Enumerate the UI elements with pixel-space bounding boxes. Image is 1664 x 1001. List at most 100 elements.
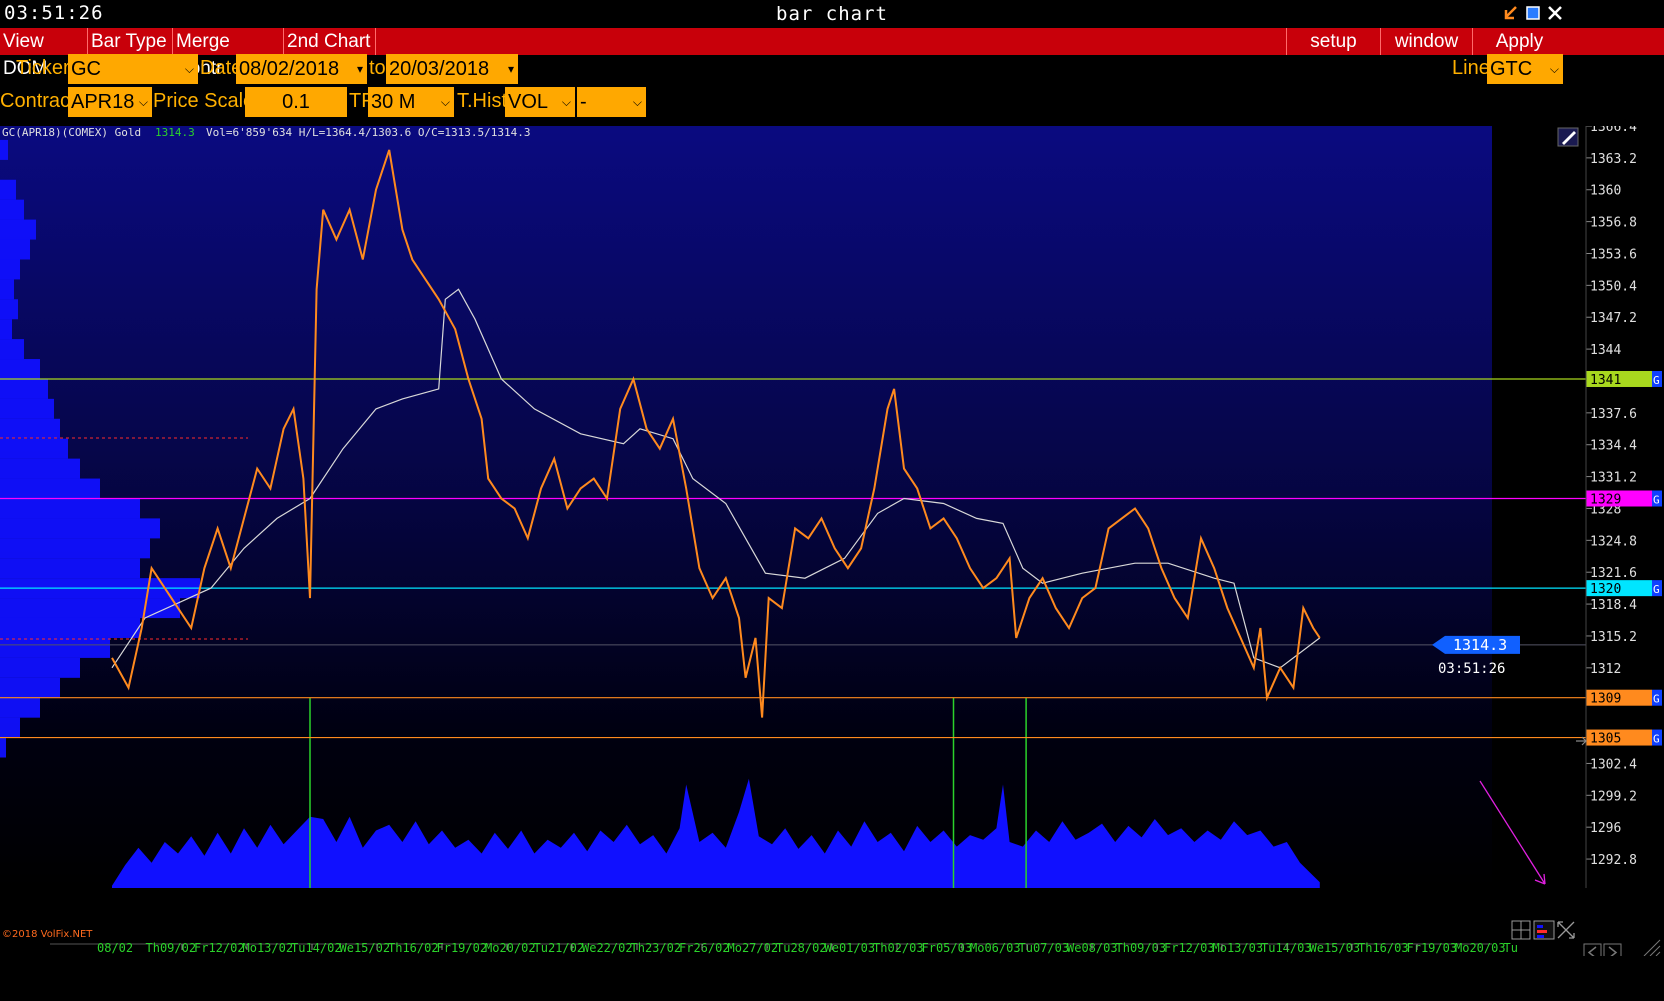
time-axis: 08/02 Th09/02Fr12/02Mo13/02Tu14/02We15/02… xyxy=(50,941,1518,955)
bar-type-button[interactable]: Bar Type xyxy=(88,28,173,55)
edit-pencil-icon[interactable] xyxy=(1557,127,1579,147)
thist-label: T.Hist xyxy=(457,90,507,112)
x-date-label: Fr19/02 xyxy=(437,941,488,955)
merge-contracts-button[interactable]: Merge Contr xyxy=(173,28,284,79)
y-tick-label: 1350.4 xyxy=(1590,279,1637,294)
maximize-icon[interactable] xyxy=(1524,4,1542,22)
grid-layout-icon[interactable] xyxy=(1511,920,1531,940)
scroll-right-icon[interactable] xyxy=(1603,943,1622,956)
thist-value: VOL xyxy=(508,91,549,113)
menu-bar: View DOM Bar Type Merge Contr 2nd Chart … xyxy=(0,28,1664,79)
profile-bar xyxy=(0,498,140,519)
cursor-arrow-icon xyxy=(1576,736,1587,746)
profile-bar xyxy=(0,398,54,419)
level-tag-flag-label: G xyxy=(1653,374,1660,387)
window-title: bar chart xyxy=(776,3,888,25)
window-button[interactable]: window xyxy=(1380,28,1472,55)
level-tag-flag-label: G xyxy=(1653,494,1660,507)
line-select[interactable]: GTC ⌵ xyxy=(1487,54,1563,84)
window-clock: 03:51:26 xyxy=(4,2,104,24)
profile-bar xyxy=(0,299,18,320)
profile-bar xyxy=(0,199,24,220)
profile-bar xyxy=(0,677,60,698)
x-date-label: Th16/03 xyxy=(1358,941,1409,955)
tf-label: TF xyxy=(349,90,374,112)
y-tick-label: 1356.8 xyxy=(1590,216,1637,231)
arrow-annotation xyxy=(1479,780,1546,885)
level-tag-label: 1305 xyxy=(1590,732,1621,747)
x-date-label: Mo06/03 xyxy=(970,941,1021,955)
level-tags[interactable]: 1341 G 1329 G 1320 G 1309 G 1305 G xyxy=(1586,370,1662,747)
chart-info-prefix: GC(APR18)(COMEX) Gold xyxy=(2,126,141,139)
line-label: Line xyxy=(1452,57,1490,79)
y-tick-label: 1302.4 xyxy=(1590,757,1637,772)
chart-info-stats: Vol=6'859'634 H/L=1364.4/1303.6 O/C=1313… xyxy=(206,126,531,139)
profile-bar xyxy=(0,179,16,200)
profile-bar xyxy=(0,239,30,260)
thist-select[interactable]: VOL ⌵ xyxy=(505,87,575,117)
x-date-label: We15/02 xyxy=(340,941,391,955)
volume-histogram xyxy=(112,698,1320,888)
plot-area xyxy=(0,126,1492,888)
y-tick-label: 1344 xyxy=(1590,343,1621,358)
level-tag-flag xyxy=(1652,490,1662,507)
price-scale-input[interactable]: 0.1 xyxy=(245,87,347,117)
profile-bar xyxy=(0,219,36,240)
to-label: to xyxy=(369,57,386,79)
second-chart-button[interactable]: 2nd Chart xyxy=(284,28,376,55)
profile-bar xyxy=(0,697,40,718)
fullscreen-icon[interactable] xyxy=(1557,921,1575,939)
ticker-select[interactable]: GC ⌵ xyxy=(68,54,198,84)
profile-bar xyxy=(0,478,100,499)
y-tick-label: 1292.8 xyxy=(1590,853,1637,868)
x-date-label: Th09/03 xyxy=(1116,941,1167,955)
x-date-label: Mo20/03 xyxy=(1455,941,1506,955)
resize-grip-icon[interactable] xyxy=(1643,939,1661,956)
last-price-tag: 1314.3 xyxy=(1432,635,1520,654)
x-date-label: Fr19/03 xyxy=(1407,941,1458,955)
level-tag-flag-label: G xyxy=(1653,733,1660,746)
level-lines[interactable] xyxy=(0,378,1586,739)
contract-select[interactable]: APR18 ⌵ xyxy=(68,87,152,117)
y-tick-label: 1318.4 xyxy=(1590,598,1637,613)
apply-button[interactable]: Apply xyxy=(1472,28,1566,55)
y-tick-label: 1312 xyxy=(1590,662,1621,677)
indicator-icon[interactable] xyxy=(1533,920,1555,940)
chart-info-last: 1314.3 xyxy=(155,126,195,139)
y-tick-label: 1296 xyxy=(1590,821,1621,836)
profile-bar xyxy=(0,458,80,479)
date-from-input[interactable]: 08/02/2018 ▾ xyxy=(236,54,367,84)
profile-bar xyxy=(0,617,140,638)
x-date-label: Mo13/02 xyxy=(243,941,294,955)
y-tick-label: 1353.6 xyxy=(1590,247,1637,262)
date-to-value: 20/03/2018 xyxy=(389,58,490,80)
profile-bar xyxy=(0,737,6,758)
volume-area xyxy=(112,778,1320,888)
view-dom-button[interactable]: View DOM xyxy=(0,28,88,79)
timeframe-select[interactable]: 30 M ⌵ xyxy=(368,87,454,117)
x-date-label: Mo13/03 xyxy=(1213,941,1264,955)
level-tag-flag xyxy=(1652,689,1662,706)
chevron-down-icon: ▾ xyxy=(356,62,363,76)
y-tick-label: 1366.4 xyxy=(1590,126,1637,135)
x-date-label: Th23/02 xyxy=(631,941,682,955)
level-tag-flag xyxy=(1652,370,1662,387)
copyright-label: ©2018 VolFix.NET xyxy=(2,929,93,940)
date-to-input[interactable]: 20/03/2018 ▾ xyxy=(386,54,518,84)
close-icon[interactable] xyxy=(1546,4,1564,22)
scroll-left-icon[interactable] xyxy=(1583,943,1602,956)
minimize-icon[interactable] xyxy=(1502,4,1520,22)
title-bar: 03:51:26 bar chart xyxy=(0,0,1664,28)
date-from-value: 08/02/2018 xyxy=(239,58,340,80)
level-tag xyxy=(1586,490,1652,507)
x-date-label: Tu xyxy=(1504,941,1518,955)
price-line xyxy=(111,149,1321,718)
setup-button[interactable]: setup xyxy=(1286,28,1380,55)
level-tag xyxy=(1586,580,1652,597)
x-date-label: Tu28/02 xyxy=(776,941,827,955)
x-date-label: Tu14/03 xyxy=(1261,941,1312,955)
extra-select[interactable]: - ⌵ xyxy=(577,87,646,117)
price-chart[interactable]: 1366.4 1363.2 1360 1356.8 1353.6 1350.4 1347.2… xyxy=(0,126,1664,956)
x-date-label: Mo20/02 xyxy=(485,941,536,955)
price-axis: 1366.4 1363.2 1360 1356.8 1353.6 1350.4 1347.2… xyxy=(1586,126,1637,868)
